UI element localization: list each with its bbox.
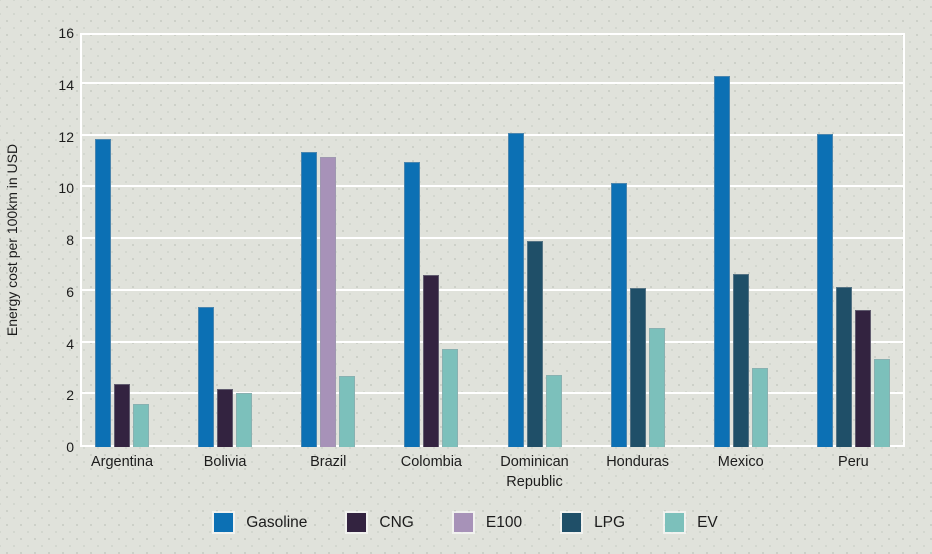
gridline-4: [82, 340, 903, 343]
legend-swatch-gasoline: [214, 513, 234, 532]
bar-gasoline-mexico: [713, 75, 730, 447]
legend-label-gasoline: Gasoline: [246, 513, 308, 531]
legend-swatch-lpg: [562, 513, 582, 532]
bar-group-peru: [816, 33, 890, 447]
legend-item-cng: CNG: [347, 513, 414, 532]
y-tick-label: 8: [66, 232, 74, 248]
bar-lpg-mexico: [732, 273, 749, 447]
legend-swatch-cng: [347, 513, 367, 532]
bar-lpg-dominican-republic: [526, 241, 543, 447]
legend-swatch-e100: [453, 513, 473, 532]
bar-group-honduras: [610, 33, 665, 447]
bar-ev-mexico: [751, 368, 768, 447]
y-tick-label: 4: [66, 335, 74, 352]
legend-label-cng: CNG: [379, 513, 414, 531]
bar-lpg-honduras: [629, 287, 646, 447]
x-axis-label-bolivia: Bolivia: [203, 454, 247, 470]
gridline-2: [82, 392, 903, 395]
y-tick-label: 0: [66, 439, 74, 455]
x-axis-label-honduras: Honduras: [606, 454, 670, 470]
legend-item-ev: EV: [665, 513, 718, 532]
x-axis-label-peru: Peru: [838, 454, 869, 470]
legend-item-lpg: LPG: [562, 513, 625, 532]
bar-gasoline-brazil: [301, 152, 318, 447]
x-axis-label-dominican-republic: Dominican Republic: [500, 454, 569, 490]
gridline-10: [82, 185, 903, 188]
bar-cng-bolivia: [217, 388, 234, 447]
bar-gasoline-argentina: [95, 139, 111, 447]
y-tick-label: 14: [58, 76, 74, 93]
bar-gasoline-dominican-republic: [507, 132, 524, 447]
legend-swatch-ev: [665, 513, 685, 532]
bar-ev-colombia: [442, 348, 459, 447]
bar-group-colombia: [404, 33, 459, 447]
bar-group-mexico: [713, 33, 768, 447]
plot-area: [80, 33, 905, 447]
bar-ev-brazil: [339, 375, 356, 447]
bar-group-dominican-republic: [507, 33, 562, 447]
bar-ev-peru: [873, 359, 890, 447]
legend-label-ev: EV: [697, 513, 718, 531]
gridline-14: [82, 81, 903, 84]
bar-ev-honduras: [648, 327, 665, 447]
bar-group-bolivia: [198, 33, 253, 447]
legend-item-gasoline: Gasoline: [214, 513, 307, 532]
bar-gasoline-bolivia: [198, 307, 215, 447]
bar-group-argentina: [95, 33, 149, 447]
x-axis-label-brazil: Brazil: [310, 454, 347, 470]
x-axis-label-colombia: Colombia: [400, 454, 462, 470]
gridline-6: [82, 288, 903, 291]
legend-item-e100: E100: [453, 513, 523, 532]
legend-label-e100: E100: [485, 513, 523, 531]
bar-ev-bolivia: [236, 392, 253, 447]
y-tick-label: 12: [58, 128, 74, 145]
legend-label-lpg: LPG: [594, 513, 626, 531]
y-tick-label: 2: [66, 387, 74, 404]
gridline-12: [82, 133, 903, 136]
bar-cng-colombia: [423, 274, 440, 447]
x-axis-label-mexico: Mexico: [717, 454, 764, 470]
bar-ev-argentina: [133, 404, 149, 447]
legend: Gasoline CNG E100 LPG EV: [0, 513, 932, 532]
bar-ev-dominican-republic: [545, 374, 562, 447]
x-axis-label-argentina: Argentina: [90, 454, 154, 470]
bar-gasoline-colombia: [404, 162, 421, 447]
bar-gasoline-honduras: [610, 183, 627, 447]
bar-group-brazil: [301, 33, 356, 447]
bar-cng-peru: [854, 309, 871, 447]
bar-cng-argentina: [114, 383, 130, 447]
y-axis-title: Energy cost per 100km in USD: [4, 143, 20, 337]
bar-e100-brazil: [320, 157, 337, 447]
y-tick-label: 16: [58, 25, 74, 41]
y-tick-label: 6: [66, 283, 74, 300]
y-tick-label: 10: [58, 180, 74, 197]
bar-gasoline-peru: [816, 133, 833, 447]
bar-lpg-peru: [835, 286, 852, 447]
gridline-8: [82, 237, 903, 239]
